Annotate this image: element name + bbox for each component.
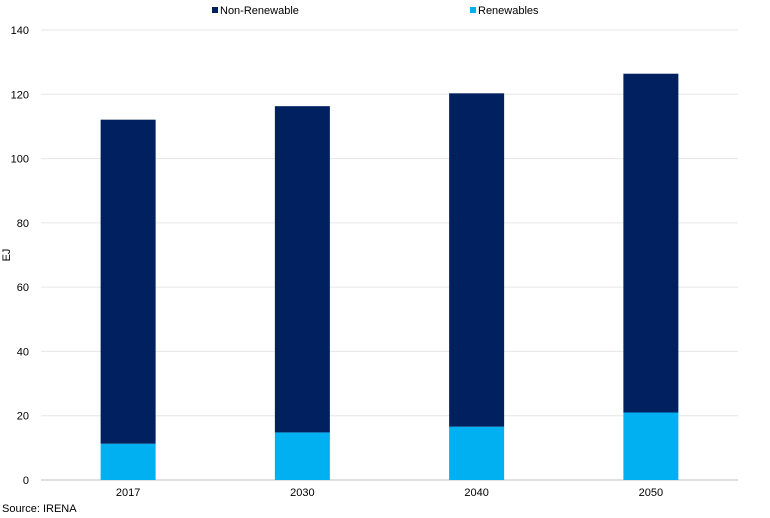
bar-renewables-2017 [100,443,156,480]
bar-non-renewable-2050 [623,73,679,413]
y-tick-label: 120 [11,89,29,101]
y-axis-title: EJ [1,249,13,262]
y-axis-ticks: 0 20 40 60 80 100 120 140 [11,25,29,487]
y-tick-label: 60 [17,282,29,294]
bar-non-renewable-2030 [274,106,330,433]
bar-renewables-2030 [274,432,330,480]
gridlines [41,29,738,481]
x-tick-label: 2040 [464,487,488,499]
legend-swatch [212,7,218,13]
bar-renewables-2040 [449,426,505,480]
legend-label: Renewables [478,5,539,17]
y-tick-label: 80 [17,218,29,230]
x-axis-ticks: 2017 2030 2040 2050 [116,487,663,499]
bar-non-renewable-2017 [100,119,156,444]
y-tick-label: 20 [17,411,29,423]
y-tick-label: 40 [17,346,29,358]
bar-renewables-2050 [623,412,679,480]
y-tick-label: 0 [23,475,29,487]
bar-non-renewable-2040 [449,93,505,427]
x-tick-label: 2030 [290,487,314,499]
x-tick-label: 2050 [639,487,663,499]
y-tick-label: 140 [11,25,29,37]
y-tick-label: 100 [11,154,29,166]
legend-label: Non-Renewable [220,5,299,17]
x-tick-label: 2017 [116,487,140,499]
source-note: Source: IRENA [2,503,77,515]
legend-swatch [470,7,476,13]
legend: Non-Renewable Renewables [212,5,539,17]
bars [100,73,679,480]
